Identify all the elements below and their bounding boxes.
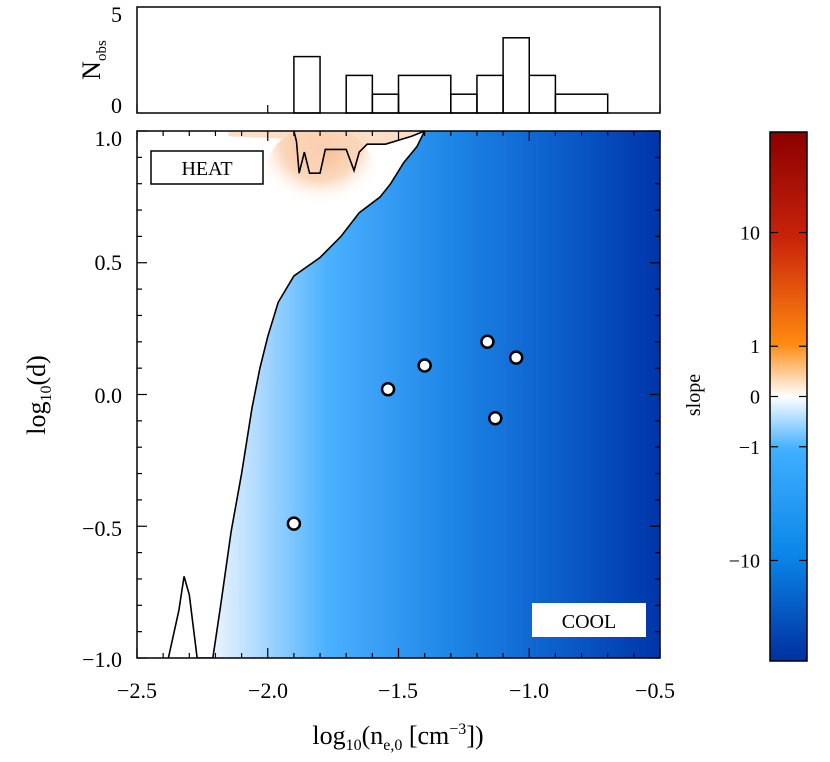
ytick-0.5: 0.5 [95, 250, 123, 275]
hist-ylabel-sub: obs [94, 40, 110, 61]
svg-text:Nobs: Nobs [77, 40, 110, 80]
heat-label: HEAT [181, 158, 232, 180]
histogram-bar [397, 74, 452, 114]
histogram-bar [345, 74, 374, 114]
colorbar-tick-label: 10 [740, 223, 760, 245]
histogram-bars [293, 37, 609, 114]
histogram-bar [528, 74, 557, 114]
colorbar-tick-label: 0 [750, 387, 760, 409]
observation-point [480, 334, 495, 350]
ytick-1.0: 1.0 [95, 126, 123, 151]
observation-point [417, 358, 432, 373]
xtick--2.5: −2.5 [117, 678, 157, 703]
xtick--1.0: −1.0 [509, 678, 549, 703]
xtick--1.5: −1.5 [378, 678, 418, 703]
histogram-panel: 5 0 Nobs [77, 2, 661, 118]
histogram-bar [476, 74, 504, 114]
cool-annotation: COOL [532, 603, 646, 637]
ylabel-rest: (d) [22, 355, 51, 385]
xtick--2.0: −2.0 [248, 678, 288, 703]
ytick-0.0: 0.0 [95, 383, 123, 408]
xlabel-open: (n [362, 721, 384, 750]
xlabel-close: ]) [466, 721, 483, 750]
histogram-bar [554, 93, 609, 114]
zero-contour-line [167, 131, 426, 658]
hist-ylabel-main: N [77, 61, 106, 80]
y-axis-label: log10(d) [22, 355, 55, 435]
histogram-bar [502, 37, 531, 114]
hist-ylabel: Nobs [77, 40, 110, 80]
main-ticks [136, 130, 661, 659]
ytick--1.0: −1.0 [82, 647, 122, 672]
heat-annotation: HEAT [150, 150, 264, 185]
colorbar-tick-label: −1 [739, 437, 760, 459]
histogram-bar [450, 93, 478, 114]
colorbar-tick-label: −10 [729, 550, 760, 572]
cool-region [197, 131, 660, 658]
hist-ytick-top: 5 [111, 2, 122, 27]
ylabel-sub: 10 [38, 386, 55, 402]
xlabel-main: log [312, 721, 345, 750]
observation-point [286, 516, 302, 531]
ylabel-main: log [22, 402, 51, 435]
histogram-ticks [136, 105, 661, 113]
x-axis-label: log10(ne,0 [cm−3]) [312, 721, 483, 754]
xlabel-sub: 10 [346, 737, 362, 754]
observation-point [380, 381, 396, 397]
heat-contour-line [293, 131, 425, 174]
histogram-bar [371, 93, 400, 114]
main-panel: HEAT COOL 1.0 0.5 0.0 −0.5 −1.0 −2.5 −2.… [22, 126, 675, 754]
observation-points [286, 334, 524, 531]
xlabel-sup: −3 [449, 721, 466, 738]
heat-band [228, 131, 425, 174]
xlabel-unit: [cm [402, 721, 449, 750]
svg-text:log10(d): log10(d) [22, 355, 55, 435]
observation-point [488, 410, 503, 426]
hist-ytick-bottom: 0 [111, 93, 122, 118]
colorbar-label-group: slope [683, 374, 705, 416]
observation-point [508, 350, 524, 365]
colorbar-label: slope [683, 374, 705, 416]
colorbar-tick-label: 1 [750, 336, 760, 358]
colorbar-ticks [770, 231, 807, 562]
xlabel-sub2: e,0 [383, 737, 402, 754]
histogram-bar [293, 55, 321, 114]
cool-label: COOL [562, 611, 616, 633]
ytick--0.5: −0.5 [82, 516, 122, 541]
xtick--0.5: −0.5 [635, 678, 675, 703]
